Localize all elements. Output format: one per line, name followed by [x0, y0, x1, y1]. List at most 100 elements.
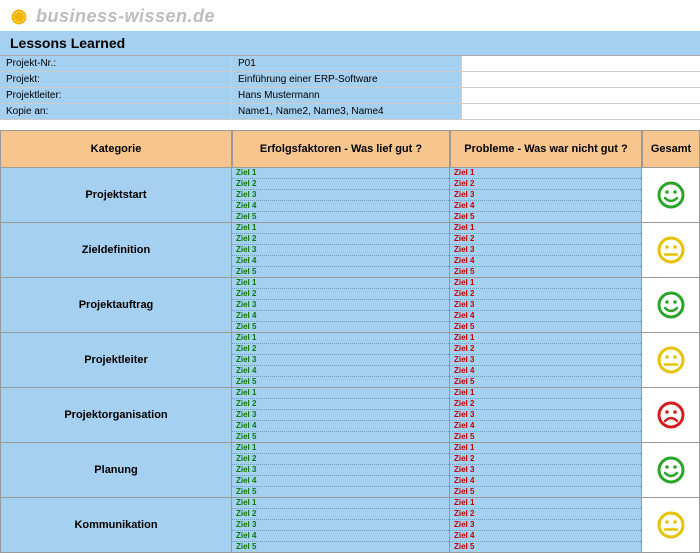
meta-value-projekt: Einführung einer ERP-Software [232, 72, 462, 87]
goal-item-bad: Ziel 3 [450, 410, 641, 421]
col-header-kategorie: Kategorie [0, 130, 232, 168]
goal-item-good: Ziel 3 [232, 300, 449, 311]
goal-item-good: Ziel 2 [232, 399, 449, 410]
meta-value-projektleiter: Hans Mustermann [232, 88, 462, 103]
meta-label-projekt: Projekt: [0, 72, 232, 87]
goal-item-good: Ziel 5 [232, 212, 449, 222]
category-cell: Projektorganisation [0, 388, 232, 443]
logo-icon [10, 8, 28, 26]
goal-item-good: Ziel 5 [232, 377, 449, 387]
goal-item-good: Ziel 1 [232, 333, 449, 344]
goal-item-good: Ziel 4 [232, 366, 449, 377]
category-cell: Planung [0, 443, 232, 498]
erfolg-cell: Ziel 1Ziel 2Ziel 3Ziel 4Ziel 5 [232, 498, 450, 553]
goal-item-good: Ziel 3 [232, 520, 449, 531]
goal-item-good: Ziel 3 [232, 355, 449, 366]
probleme-cell: Ziel 1Ziel 2Ziel 3Ziel 4Ziel 5 [450, 388, 642, 443]
header: business-wissen.de [0, 0, 700, 31]
gesamt-cell [642, 388, 700, 443]
goal-item-good: Ziel 5 [232, 542, 449, 552]
sad-red-icon [656, 400, 686, 430]
goal-item-bad: Ziel 4 [450, 256, 641, 267]
gesamt-cell [642, 443, 700, 498]
meta-section: Projekt-Nr.: P01 Projekt: Einführung ein… [0, 55, 700, 120]
goal-item-good: Ziel 1 [232, 278, 449, 289]
goal-item-bad: Ziel 5 [450, 377, 641, 387]
goal-item-bad: Ziel 3 [450, 190, 641, 201]
gesamt-cell [642, 498, 700, 553]
happy-green-icon [656, 290, 686, 320]
goal-item-bad: Ziel 1 [450, 498, 641, 509]
goal-item-bad: Ziel 1 [450, 223, 641, 234]
meta-label-projektleiter: Projektleiter: [0, 88, 232, 103]
goal-item-bad: Ziel 2 [450, 399, 641, 410]
category-cell: Projektauftrag [0, 278, 232, 333]
gesamt-cell [642, 168, 700, 223]
goal-item-good: Ziel 1 [232, 498, 449, 509]
goal-item-bad: Ziel 2 [450, 179, 641, 190]
goal-item-good: Ziel 5 [232, 267, 449, 277]
goal-item-good: Ziel 2 [232, 344, 449, 355]
goal-item-good: Ziel 3 [232, 410, 449, 421]
erfolg-cell: Ziel 1Ziel 2Ziel 3Ziel 4Ziel 5 [232, 388, 450, 443]
goal-item-good: Ziel 4 [232, 476, 449, 487]
goal-item-bad: Ziel 1 [450, 278, 641, 289]
erfolg-cell: Ziel 1Ziel 2Ziel 3Ziel 4Ziel 5 [232, 278, 450, 333]
probleme-cell: Ziel 1Ziel 2Ziel 3Ziel 4Ziel 5 [450, 443, 642, 498]
goal-item-bad: Ziel 2 [450, 344, 641, 355]
goal-item-good: Ziel 5 [232, 432, 449, 442]
goal-item-good: Ziel 2 [232, 454, 449, 465]
erfolg-cell: Ziel 1Ziel 2Ziel 3Ziel 4Ziel 5 [232, 443, 450, 498]
goal-item-good: Ziel 4 [232, 311, 449, 322]
goal-item-bad: Ziel 4 [450, 421, 641, 432]
neutral-yellow-icon [656, 345, 686, 375]
erfolg-cell: Ziel 1Ziel 2Ziel 3Ziel 4Ziel 5 [232, 223, 450, 278]
gesamt-cell [642, 333, 700, 388]
happy-green-icon [656, 180, 686, 210]
goal-item-bad: Ziel 4 [450, 366, 641, 377]
goal-item-bad: Ziel 3 [450, 355, 641, 366]
goal-item-bad: Ziel 5 [450, 212, 641, 222]
goal-item-bad: Ziel 2 [450, 509, 641, 520]
meta-label-kopie-an: Kopie an: [0, 104, 232, 119]
goal-item-good: Ziel 1 [232, 388, 449, 399]
goal-item-bad: Ziel 4 [450, 531, 641, 542]
category-cell: Projektstart [0, 168, 232, 223]
goal-item-good: Ziel 4 [232, 201, 449, 212]
goal-item-good: Ziel 5 [232, 322, 449, 332]
happy-green-icon [656, 455, 686, 485]
neutral-yellow-icon [656, 510, 686, 540]
goal-item-bad: Ziel 1 [450, 443, 641, 454]
goal-item-bad: Ziel 5 [450, 322, 641, 332]
goal-item-good: Ziel 4 [232, 256, 449, 267]
erfolg-cell: Ziel 1Ziel 2Ziel 3Ziel 4Ziel 5 [232, 333, 450, 388]
probleme-cell: Ziel 1Ziel 2Ziel 3Ziel 4Ziel 5 [450, 333, 642, 388]
goal-item-good: Ziel 4 [232, 421, 449, 432]
goal-item-good: Ziel 2 [232, 289, 449, 300]
gesamt-cell [642, 223, 700, 278]
goal-item-bad: Ziel 1 [450, 333, 641, 344]
col-header-erfolg: Erfolgsfaktoren - Was lief gut ? [232, 130, 450, 168]
goal-item-bad: Ziel 3 [450, 300, 641, 311]
goal-item-good: Ziel 1 [232, 223, 449, 234]
meta-value-projekt-nr: P01 [232, 56, 462, 71]
goal-item-bad: Ziel 1 [450, 388, 641, 399]
goal-item-bad: Ziel 4 [450, 476, 641, 487]
goal-item-good: Ziel 2 [232, 509, 449, 520]
goal-item-good: Ziel 1 [232, 168, 449, 179]
erfolg-cell: Ziel 1Ziel 2Ziel 3Ziel 4Ziel 5 [232, 168, 450, 223]
brand-name: business-wissen.de [36, 6, 215, 27]
category-cell: Kommunikation [0, 498, 232, 553]
probleme-cell: Ziel 1Ziel 2Ziel 3Ziel 4Ziel 5 [450, 223, 642, 278]
category-cell: Projektleiter [0, 333, 232, 388]
goal-item-bad: Ziel 3 [450, 465, 641, 476]
goal-item-good: Ziel 3 [232, 190, 449, 201]
goal-item-bad: Ziel 3 [450, 520, 641, 531]
goal-item-bad: Ziel 4 [450, 201, 641, 212]
goal-item-bad: Ziel 5 [450, 487, 641, 497]
goal-item-good: Ziel 3 [232, 245, 449, 256]
col-header-probleme: Probleme - Was war nicht gut ? [450, 130, 642, 168]
goal-item-good: Ziel 2 [232, 234, 449, 245]
goal-item-good: Ziel 5 [232, 487, 449, 497]
probleme-cell: Ziel 1Ziel 2Ziel 3Ziel 4Ziel 5 [450, 278, 642, 333]
